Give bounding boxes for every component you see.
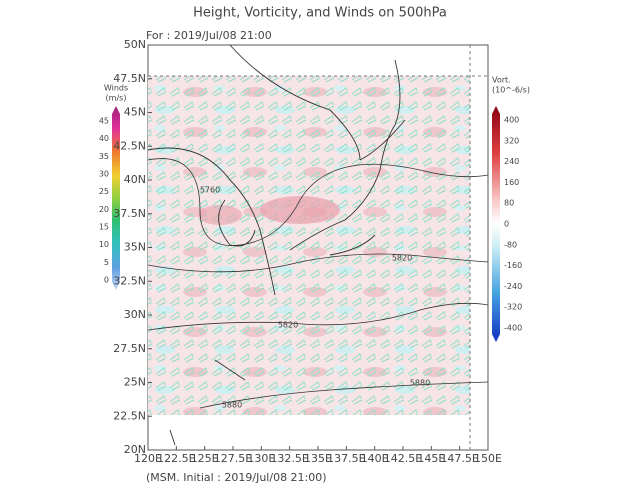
colorbar-label: 0	[504, 220, 509, 229]
footer: (MSM. Initial : 2019/Jul/08 21:00)	[146, 471, 327, 484]
colorbar-title: Winds	[104, 84, 128, 93]
contour-label: 5820	[278, 321, 298, 330]
colorbar-label: -240	[504, 282, 522, 291]
contour-label: 5880	[410, 379, 430, 388]
colorbar	[492, 106, 500, 342]
colorbar-label: -160	[504, 261, 522, 270]
colorbar-label: 20	[99, 205, 109, 214]
colorbar-label: 30	[99, 170, 109, 179]
lat-label: 30N	[124, 308, 146, 321]
subtitle: For : 2019/Jul/08 21:00	[146, 29, 272, 42]
lat-label: 25N	[124, 376, 146, 389]
lon-label: 142.5E	[384, 452, 422, 465]
lon-label: 150E	[474, 452, 502, 465]
lon-label: 130E	[247, 452, 275, 465]
colorbar-label: 5	[104, 258, 109, 267]
colorbar-label: 160	[504, 178, 519, 187]
winds-colorbar: Winds (m/s)	[104, 84, 128, 290]
colorbar-label: -80	[504, 240, 517, 249]
colorbar-label: 15	[99, 223, 109, 232]
lat-label: 27.5N	[113, 342, 146, 355]
lat-label: 35N	[124, 241, 146, 254]
lon-label: 140E	[361, 452, 389, 465]
lat-label: 42.5N	[113, 139, 146, 152]
height-contours	[147, 158, 489, 409]
lat-label: 47.5N	[113, 72, 146, 85]
colorbar-label: 400	[504, 116, 519, 125]
vort-colorbar: Vort. (10^-6/s)	[492, 76, 530, 342]
wind-barbs	[148, 76, 470, 415]
colorbar-label: 80	[504, 199, 514, 208]
colorbar-label: 25	[99, 187, 109, 196]
title: Height, Vorticity, and Winds on 500hPa	[193, 6, 447, 21]
lon-label: 120E	[134, 452, 162, 465]
colorbar	[112, 106, 120, 290]
colorbar-label: 240	[504, 157, 519, 166]
colorbar-label: -320	[504, 303, 522, 312]
lat-label: 50N	[124, 38, 146, 51]
lat-label: 22.5N	[113, 409, 146, 422]
lon-label: 127.5E	[214, 452, 252, 465]
map	[147, 44, 489, 451]
colorbar-label: 40	[99, 134, 109, 143]
coastlines	[147, 44, 406, 446]
colorbar-label: -400	[504, 324, 522, 333]
lon-label: 147.5E	[440, 452, 478, 465]
lat-label: 40N	[124, 173, 146, 186]
vorticity-patch	[260, 196, 340, 224]
lon-label: 132.5E	[270, 452, 308, 465]
lon-label: 135E	[304, 452, 332, 465]
colorbar-title: Vort.	[492, 76, 511, 85]
lat-label: 32.5N	[113, 274, 146, 287]
colorbar-title: (10^-6/s)	[492, 86, 530, 95]
colorbar-label: 10	[99, 240, 109, 249]
lon-label: 137.5E	[327, 452, 365, 465]
contour-label: 5760	[200, 186, 220, 195]
lat-label: 45N	[124, 106, 146, 119]
lat-label: 20N	[124, 443, 146, 456]
colorbar-label: 320	[504, 136, 519, 145]
lon-label: 122.5E	[157, 452, 195, 465]
lat-label: 37.5N	[113, 207, 146, 220]
colorbar-label: 0	[104, 276, 109, 285]
vorticity-patch	[198, 205, 242, 225]
lon-label: 125E	[191, 452, 219, 465]
lon-label: 145E	[417, 452, 445, 465]
colorbar-label: 35	[99, 152, 109, 161]
colorbar-label: 45	[99, 117, 109, 126]
contour-label: 5820	[392, 254, 412, 263]
colorbar-title: (m/s)	[106, 94, 127, 103]
contour-label: 5880	[222, 401, 242, 410]
